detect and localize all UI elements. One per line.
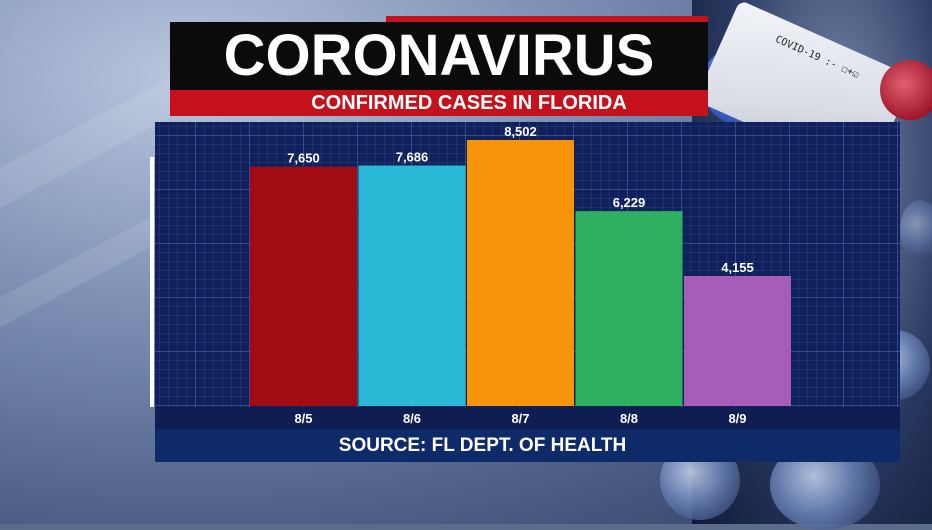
bar-8-6 [358, 165, 466, 406]
subtitle-banner: CONFIRMED CASES IN FLORIDA [170, 90, 708, 116]
page-title: CORONAVIRUS [223, 23, 655, 88]
bar-value-label: 7,650 [287, 151, 320, 166]
bar-8-9 [684, 276, 791, 406]
page-subtitle: CONFIRMED CASES IN FLORIDA [311, 91, 627, 114]
y-axis-line [150, 157, 154, 407]
bar-value-label: 8,502 [504, 124, 537, 139]
x-tick-label: 8/5 [294, 411, 312, 426]
bar-8-7 [467, 140, 574, 406]
source-text: SOURCE: FL DEPT. OF HEALTH [338, 434, 627, 456]
bar-8-8 [575, 211, 683, 406]
source-banner: SOURCE: FL DEPT. OF HEALTH [155, 429, 900, 462]
x-tick-label: 8/6 [403, 411, 421, 426]
x-tick-label: 8/8 [620, 411, 638, 426]
bar-value-label: 7,686 [396, 150, 429, 165]
x-axis-strip [155, 407, 900, 429]
x-tick-label: 8/9 [728, 411, 746, 426]
title-accent-bar [386, 16, 708, 22]
vial-cap-image [880, 60, 932, 120]
x-tick-label: 8/7 [511, 411, 529, 426]
bar-value-label: 4,155 [721, 260, 754, 275]
bar-8-5 [250, 166, 357, 406]
virus-icon [900, 200, 932, 260]
title-banner: CORONAVIRUS [170, 22, 708, 90]
bar-value-label: 6,229 [613, 195, 646, 210]
